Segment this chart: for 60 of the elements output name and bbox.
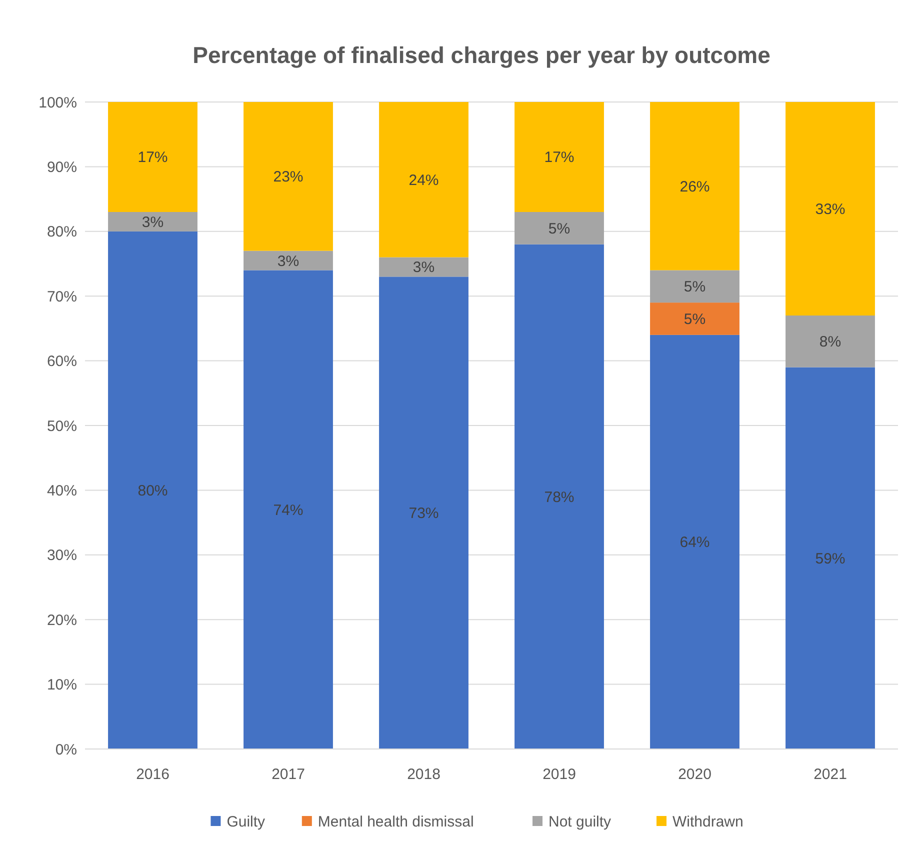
bar <box>650 270 740 303</box>
data-label: 17% <box>544 149 574 166</box>
y-tick-label: 50% <box>46 418 77 435</box>
bar <box>786 316 875 368</box>
y-tick-label: 60% <box>46 353 77 370</box>
bar <box>379 102 468 258</box>
bar <box>379 257 468 277</box>
x-tick-label: 2021 <box>814 766 847 783</box>
data-label: 59% <box>815 550 846 568</box>
data-label: 24% <box>408 172 439 189</box>
y-tick-label: 100% <box>38 94 77 112</box>
data-label: 78% <box>544 488 574 506</box>
chart-title: Percentage of finalised charges per year by outcome <box>192 42 770 68</box>
bar <box>379 276 468 749</box>
bar <box>786 367 875 749</box>
data-label: 64% <box>680 534 710 552</box>
y-tick-label: 40% <box>46 482 77 500</box>
y-tick-label: 90% <box>46 158 77 176</box>
data-label: 74% <box>273 502 304 519</box>
data-label: 8% <box>819 334 842 351</box>
x-tick-label: 2019 <box>542 766 576 783</box>
data-label: 3% <box>412 259 435 276</box>
data-label: 3% <box>142 214 164 231</box>
y-tick-label: 20% <box>46 612 77 629</box>
x-tick-label: 2020 <box>678 766 712 783</box>
bar <box>514 244 604 749</box>
data-label: 33% <box>815 201 846 218</box>
data-label: 3% <box>277 252 300 270</box>
x-tick-label: 2018 <box>407 766 440 783</box>
bar <box>244 102 333 251</box>
bar <box>108 212 198 232</box>
y-tick-label: 0% <box>55 741 77 758</box>
y-tick-label: 70% <box>46 288 77 306</box>
x-tick-label: 2017 <box>272 766 305 783</box>
bar <box>786 102 875 316</box>
bar <box>650 302 740 335</box>
y-tick-label: 10% <box>46 676 77 694</box>
bar <box>108 231 198 749</box>
data-label: 80% <box>138 482 168 500</box>
y-tick-label: 30% <box>46 547 77 564</box>
bar <box>514 212 604 244</box>
legend-label: Guilty <box>226 813 266 830</box>
data-label: 5% <box>684 310 706 328</box>
bar <box>244 250 333 270</box>
data-label: 23% <box>273 168 304 186</box>
data-label: 5% <box>684 278 706 296</box>
data-label: 26% <box>680 178 710 196</box>
x-tick-label: 2016 <box>136 766 170 783</box>
data-label: 17% <box>138 149 168 166</box>
bar <box>650 334 740 749</box>
bar <box>650 102 740 270</box>
legend-label: Mental health dismissal <box>318 813 474 830</box>
bar <box>108 102 198 212</box>
data-label: 73% <box>408 505 439 522</box>
bar <box>244 270 333 749</box>
y-tick-label: 80% <box>46 224 77 241</box>
bar <box>514 102 604 212</box>
legend-label: Not guilty <box>548 813 612 830</box>
data-label: 5% <box>548 220 570 238</box>
legend-label: Withdrawn <box>672 813 744 830</box>
